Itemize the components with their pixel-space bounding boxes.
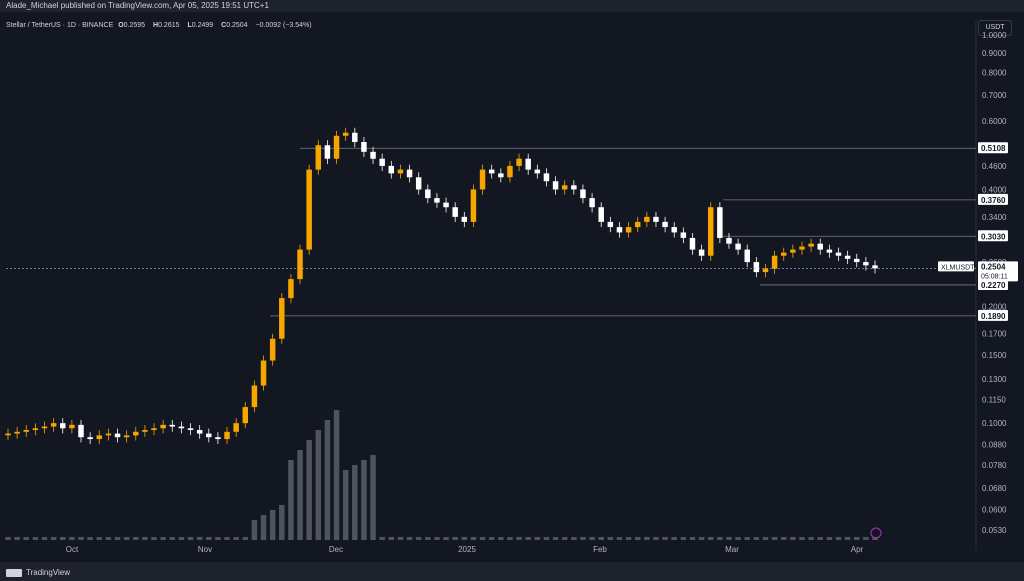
price-change: −0.0092 (−3.54%) bbox=[255, 22, 312, 29]
symbol-name: Stellar / TetherUS · 1D · BINANCE bbox=[6, 22, 114, 29]
publisher-bar: Alade_Michael published on TradingView.c… bbox=[0, 0, 1024, 12]
chart-area[interactable] bbox=[0, 12, 1024, 562]
tradingview-logo-icon bbox=[6, 568, 22, 577]
footer-bar: TradingView bbox=[0, 562, 1024, 581]
ohlc-low: L0.2499 bbox=[187, 22, 214, 29]
tradingview-brand: TradingView bbox=[26, 568, 71, 577]
currency-button[interactable]: USDT bbox=[978, 20, 1012, 36]
tradingview-logo[interactable]: TradingView bbox=[6, 568, 70, 577]
publisher-text: Alade_Michael published on TradingView.c… bbox=[6, 1, 269, 10]
ohlc-close: C0.2504 bbox=[221, 22, 248, 29]
symbol-legend: Stellar / TetherUS · 1D · BINANCE O0.259… bbox=[6, 22, 315, 29]
ohlc-high: H0.2615 bbox=[153, 22, 180, 29]
ohlc-open: O0.2595 bbox=[118, 22, 146, 29]
